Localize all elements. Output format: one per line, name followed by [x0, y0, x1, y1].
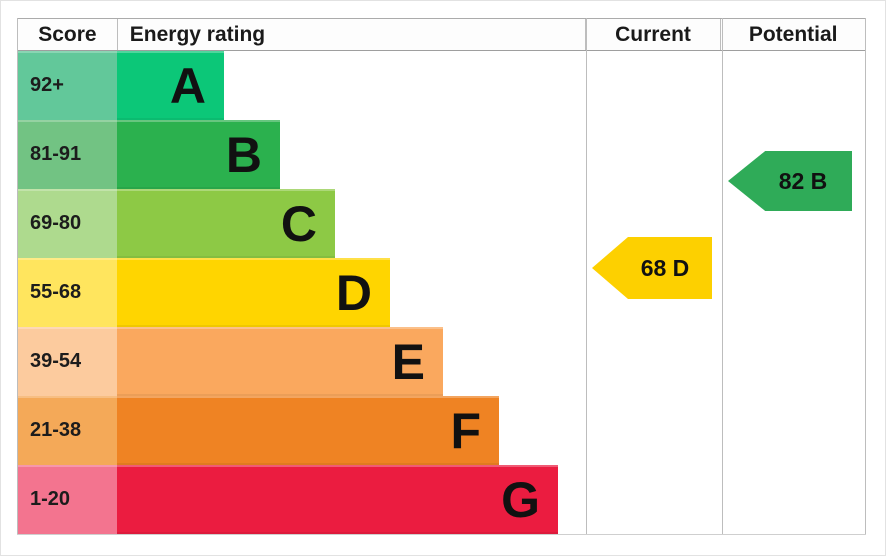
column-header-current: Current	[586, 19, 722, 50]
current-rating-label: 68 D	[640, 254, 690, 281]
band-letter-d: D	[335, 264, 372, 321]
column-header-potential: Potential	[748, 23, 838, 46]
score-range-a: 92+	[17, 51, 117, 120]
band-row-f: 21-38 F	[17, 396, 866, 465]
band-row-c: 69-80 C	[17, 189, 866, 258]
band-bar-a: A	[117, 51, 224, 120]
current-rating-arrow: 68 D	[592, 237, 712, 299]
separator-energy-current	[586, 18, 587, 534]
band-rows: 92+ A 81-91 B 69-80 C 55-68 D 39-54 E 21…	[17, 51, 866, 534]
table-header-row: Score Energy rating Current Potential	[17, 18, 866, 51]
band-bar-f: F	[117, 396, 499, 465]
band-row-a: 92+ A	[17, 51, 866, 120]
band-letter-b: B	[225, 126, 262, 183]
band-row-e: 39-54 E	[17, 327, 866, 396]
band-bar-d: D	[117, 258, 390, 327]
band-letter-e: E	[391, 333, 425, 390]
band-bar-e: E	[117, 327, 443, 396]
score-range-d: 55-68	[17, 258, 117, 327]
score-range-f: 21-38	[17, 396, 117, 465]
band-bar-g: G	[117, 465, 558, 534]
score-range-b: 81-91	[17, 120, 117, 189]
band-bar-b: B	[117, 120, 280, 189]
column-header-energy-rating: Energy rating	[118, 19, 586, 50]
band-row-b: 81-91 B	[17, 120, 866, 189]
band-bar-c: C	[117, 189, 335, 258]
band-letter-f: F	[450, 402, 481, 459]
potential-rating-label: 82 B	[778, 167, 828, 194]
table-left-border	[17, 18, 18, 534]
band-row-d: 55-68 D	[17, 258, 866, 327]
score-range-e: 39-54	[17, 327, 117, 396]
band-letter-c: C	[280, 195, 317, 252]
band-letter-g: G	[501, 471, 540, 528]
table-bottom-border	[17, 534, 866, 535]
band-letter-a: A	[169, 57, 206, 114]
score-range-g: 1-20	[17, 465, 117, 534]
table-right-border	[865, 18, 866, 534]
separator-current-potential	[722, 18, 723, 534]
score-range-c: 69-80	[17, 189, 117, 258]
band-row-g: 1-20 G	[17, 465, 866, 534]
column-header-score: Score	[18, 19, 118, 50]
